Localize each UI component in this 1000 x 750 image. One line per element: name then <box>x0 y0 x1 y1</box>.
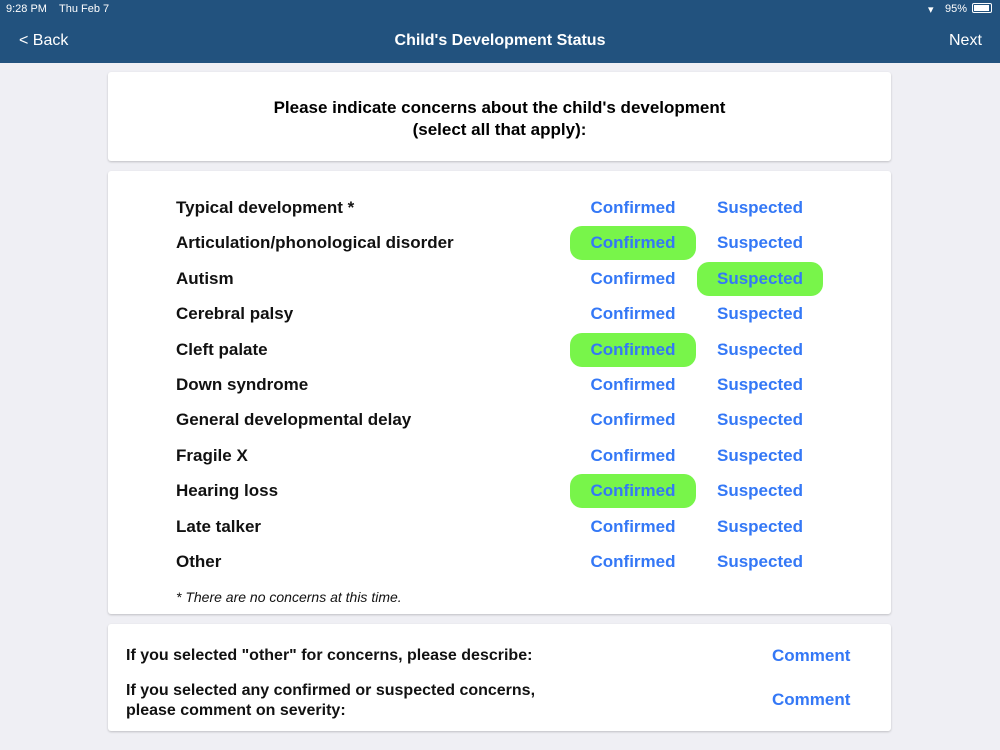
page-title: Child's Development Status <box>394 32 606 49</box>
concern-label: Articulation/phonological disorder <box>176 233 454 253</box>
confirmed-option[interactable]: Confirmed <box>590 552 676 571</box>
status-date: Thu Feb 7 <box>59 3 110 15</box>
concern-label: Autism <box>176 268 234 288</box>
concern-row: Hearing loss Confirmed Suspected <box>108 473 891 509</box>
concern-row: Articulation/phonological disorder Confi… <box>108 225 891 261</box>
suspected-option[interactable]: Suspected <box>717 304 803 324</box>
battery-icon <box>972 2 992 14</box>
concern-label: Typical development * <box>176 198 355 217</box>
navigation-bar: 9:28 PM Thu Feb 7 ▾ 95% < Back Child's D… <box>0 0 1000 63</box>
suspected-option[interactable]: Suspected <box>717 410 803 430</box>
other-comment-button[interactable]: Comment <box>772 646 851 665</box>
concern-row: Autism Confirmed Suspected <box>108 261 891 296</box>
confirmed-option[interactable]: Confirmed <box>570 474 696 509</box>
other-question: If you selected "other" for concerns, pl… <box>126 647 533 664</box>
confirmed-option[interactable]: Confirmed <box>590 198 676 217</box>
suspected-option[interactable]: Suspected <box>717 198 803 217</box>
suspected-option[interactable]: Suspected <box>717 339 803 359</box>
concern-row: Late talker Confirmed Suspected <box>108 509 891 544</box>
concern-label: Fragile X <box>176 445 248 465</box>
suspected-option[interactable]: Suspected <box>717 445 803 465</box>
suspected-option[interactable]: Suspected <box>717 481 803 501</box>
confirmed-option[interactable]: Confirmed <box>570 226 696 261</box>
suspected-option[interactable]: Suspected <box>717 233 803 253</box>
battery-percent: 95% <box>945 3 968 15</box>
concern-label: Cleft palate <box>176 339 268 359</box>
prompt-subtext: (select all that apply): <box>412 120 587 139</box>
concern-label: Down syndrome <box>176 375 309 394</box>
concern-label: Hearing loss <box>176 481 279 501</box>
concern-label: Other <box>176 552 222 571</box>
concerns-list: * There are no concerns at this time. Ty… <box>108 171 891 614</box>
wifi-icon: ▾ <box>928 4 934 16</box>
severity-question: If you selected any confirmed or suspect… <box>126 682 536 719</box>
suspected-option[interactable]: Suspected <box>717 375 803 394</box>
prompt-card: Please indicate concerns about the child… <box>108 72 891 161</box>
prompt-text: Please indicate concerns about the child… <box>273 98 726 117</box>
confirmed-option[interactable]: Confirmed <box>590 268 676 288</box>
confirmed-option[interactable]: Confirmed <box>590 304 676 324</box>
suspected-option[interactable]: Suspected <box>717 516 803 536</box>
concern-row: Fragile X Confirmed Suspected <box>108 438 891 473</box>
concern-row: Cleft palate Confirmed Suspected <box>108 332 891 367</box>
suspected-option[interactable]: Suspected <box>697 261 823 296</box>
comments-card: If you selected "other" for concerns, pl… <box>108 624 891 731</box>
footnote: * There are no concerns at this time. <box>176 589 402 605</box>
confirmed-option[interactable]: Confirmed <box>590 445 676 465</box>
severity-comment-button[interactable]: Comment <box>772 690 851 709</box>
confirmed-option[interactable]: Confirmed <box>590 375 676 394</box>
confirmed-option[interactable]: Confirmed <box>570 332 696 367</box>
back-button[interactable]: < Back <box>19 32 69 49</box>
concern-label: Late talker <box>176 516 262 536</box>
suspected-option[interactable]: Suspected <box>717 552 803 571</box>
concern-row: Cerebral palsy Confirmed Suspected <box>108 296 891 331</box>
concern-label: General developmental delay <box>176 410 412 430</box>
next-button[interactable]: Next <box>949 32 982 49</box>
status-time: 9:28 PM <box>6 3 47 15</box>
concern-row: General developmental delay Confirmed Su… <box>108 402 891 437</box>
confirmed-option[interactable]: Confirmed <box>590 410 676 430</box>
confirmed-option[interactable]: Confirmed <box>590 516 676 536</box>
concern-row: Down syndrome Confirmed Suspected <box>108 367 891 402</box>
concern-row: Other Confirmed Suspected <box>108 544 891 579</box>
concern-label: Cerebral palsy <box>176 304 294 324</box>
concern-row: Typical development * Confirmed Suspecte… <box>108 190 891 225</box>
